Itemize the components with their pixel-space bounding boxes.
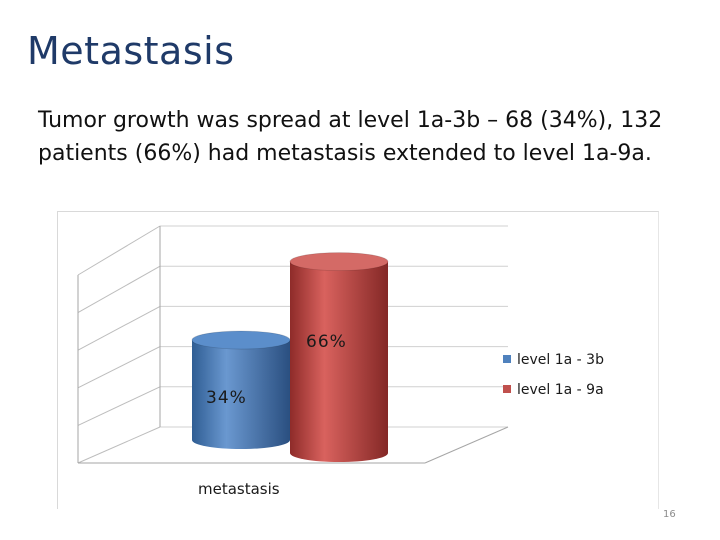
- chart-frame: [57, 211, 659, 509]
- gridline-side: [77, 265, 161, 314]
- data-label-level-1a-9a: 66%: [306, 332, 347, 352]
- gridline-side: [77, 346, 161, 389]
- data-label-level-1a-3b: 34%: [206, 388, 247, 408]
- legend-swatch: [503, 355, 511, 363]
- category-label: metastasis: [198, 480, 280, 498]
- slide-title: Metastasis: [27, 29, 235, 73]
- bar-level-1a-3b: [191, 330, 291, 449]
- chart-data-labels: 34% 66%: [206, 332, 347, 408]
- bar-level-1a-9a: [289, 252, 389, 462]
- gridline-side: [77, 225, 161, 276]
- page-number: 16: [663, 509, 676, 520]
- floor-right-edge: [424, 426, 509, 464]
- legend-swatch: [503, 385, 511, 393]
- gridline-side: [77, 426, 161, 464]
- chart-bars: [191, 252, 389, 462]
- legend-label: level 1a - 9a: [517, 382, 604, 398]
- gridline-side: [77, 386, 161, 426]
- slide-body-text: Tumor growth was spread at level 1a-3b –…: [38, 108, 663, 166]
- gridline-side: [77, 305, 161, 351]
- chart-legend: level 1a - 3b level 1a - 9a: [503, 352, 604, 398]
- legend-label: level 1a - 3b: [517, 352, 604, 368]
